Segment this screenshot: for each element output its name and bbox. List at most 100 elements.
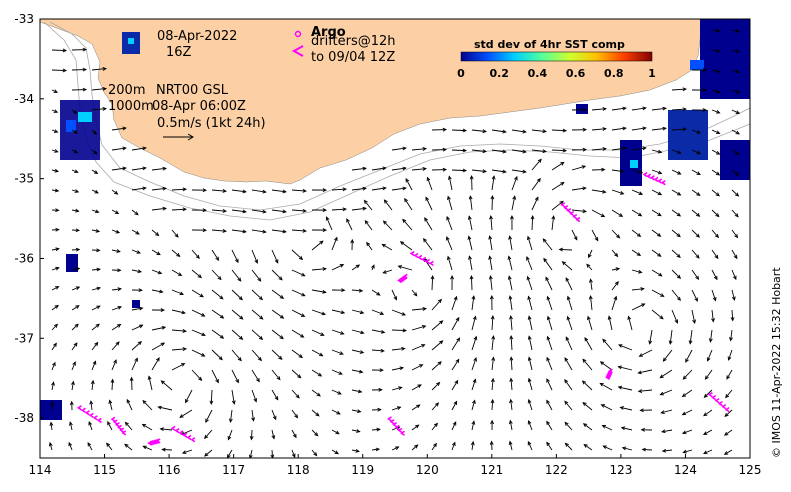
velocity-arrow [621, 446, 633, 451]
velocity-arrow [711, 289, 717, 302]
velocity-arrow [711, 209, 720, 218]
velocity-arrow [131, 249, 141, 254]
velocity-arrow [731, 109, 741, 114]
drifters-line1: drifters@12h [311, 34, 396, 49]
velocity-arrow [510, 214, 514, 231]
velocity-arrow [471, 129, 487, 134]
velocity-arrow [508, 440, 513, 451]
velocity-arrow [582, 423, 593, 431]
velocity-arrow [371, 186, 387, 191]
velocity-arrow [351, 166, 367, 171]
velocity-arrow [651, 106, 667, 111]
velocity-arrow [688, 329, 693, 345]
velocity-arrow [431, 422, 438, 431]
velocity-arrow [191, 269, 202, 279]
velocity-arrow [211, 208, 227, 213]
velocity-arrow [611, 126, 627, 131]
velocity-arrow [431, 381, 441, 391]
velocity-arrow [702, 429, 713, 435]
velocity-arrow [591, 127, 607, 131]
drifter-track [642, 171, 666, 186]
velocity-arrow [651, 289, 665, 297]
velocity-arrow [640, 427, 653, 432]
velocity-arrow [311, 188, 328, 193]
velocity-arrow [611, 281, 619, 291]
velocity-arrow [106, 442, 113, 451]
velocity-arrow [311, 389, 321, 397]
velocity-arrow [424, 217, 433, 231]
velocity-arrow [546, 441, 553, 451]
velocity-arrow [599, 361, 613, 371]
velocity-arrow [651, 269, 663, 277]
velocity-arrow [488, 255, 493, 271]
velocity-arrow [131, 186, 147, 191]
velocity-arrow [651, 229, 662, 237]
velocity-arrow [411, 384, 422, 391]
velocity-arrow [711, 89, 721, 94]
velocity-arrow [711, 28, 721, 33]
velocity-arrow [602, 338, 613, 351]
velocity-arrow [391, 346, 406, 351]
velocity-arrow [211, 349, 223, 361]
colorbar-tick-label: 0 [457, 67, 465, 80]
velocity-arrow [291, 228, 307, 233]
velocity-arrow [231, 389, 236, 405]
velocity-arrow [51, 381, 55, 391]
credit-text: © IMOS 11-Apr-2022 15:32 Hobart [770, 267, 783, 458]
velocity-arrow [531, 177, 541, 191]
velocity-arrow [469, 274, 474, 291]
scale-arrow [163, 133, 194, 141]
velocity-arrow [607, 315, 613, 331]
velocity-arrow [131, 357, 138, 371]
lon-tick-label: 114 [29, 463, 52, 477]
velocity-arrow [142, 399, 153, 411]
drifter-tracks [76, 171, 730, 446]
velocity-arrow [211, 289, 224, 300]
velocity-arrow [111, 341, 120, 351]
longitude-axis: 114 115 116 117 118 119 120 121 122 123 124 125 [29, 454, 761, 477]
velocity-arrow [191, 228, 208, 233]
velocity-arrow [204, 429, 213, 440]
velocity-arrow [331, 389, 342, 395]
velocity-arrow [558, 247, 573, 252]
velocity-arrow [651, 126, 667, 131]
velocity-arrow [566, 295, 573, 311]
velocity-arrow [151, 357, 160, 371]
velocity-arrow [611, 229, 621, 239]
velocity-arrow [391, 386, 403, 391]
velocity-arrow [611, 146, 627, 151]
velocity-arrow [668, 329, 673, 345]
velocity-arrow [426, 176, 433, 191]
velocity-arrow [662, 349, 673, 362]
velocity-arrow [126, 398, 133, 411]
velocity-arrow [404, 197, 413, 211]
velocity-arrow [508, 295, 513, 311]
velocity-arrow [509, 315, 513, 331]
velocity-arrow [91, 189, 99, 194]
drifter-track [560, 202, 581, 223]
velocity-arrow [546, 378, 553, 391]
velocity-arrow [111, 229, 121, 234]
velocity-arrow [507, 275, 513, 291]
velocity-arrow [91, 267, 101, 272]
velocity-arrow [381, 243, 393, 251]
velocity-arrow [511, 175, 518, 191]
velocity-arrow [131, 229, 140, 235]
velocity-arrow [251, 229, 267, 234]
velocity-arrow [731, 229, 739, 239]
velocity-arrow [111, 189, 119, 195]
velocity-arrow [171, 187, 188, 192]
velocity-arrow [617, 344, 633, 351]
velocity-arrow [291, 208, 307, 213]
velocity-arrow [588, 249, 593, 259]
velocity-arrow [91, 66, 107, 71]
velocity-arrow [671, 107, 687, 112]
velocity-arrow [631, 209, 643, 217]
velocity-arrow [639, 408, 653, 413]
velocity-arrow [431, 127, 448, 132]
velocity-arrow [591, 147, 607, 151]
velocity-arrow [551, 215, 556, 231]
velocity-arrow [191, 289, 204, 298]
velocity-arrow [551, 128, 568, 133]
velocity-arrow [227, 429, 233, 441]
